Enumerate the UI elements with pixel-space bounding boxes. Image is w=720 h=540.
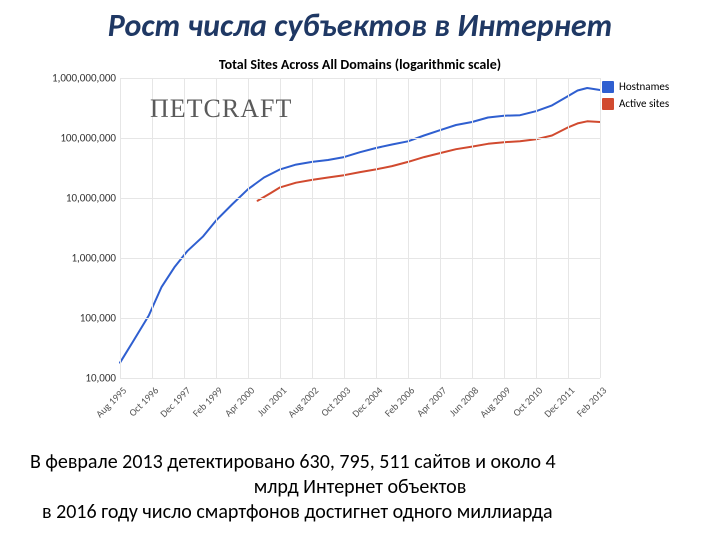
grid-line — [120, 378, 600, 379]
grid-line — [120, 198, 600, 199]
legend-label: Hostnames — [619, 80, 669, 93]
grid-line — [568, 78, 569, 378]
x-tick-label: Dec 1997 — [157, 384, 193, 420]
x-tick-label: Oct 2010 — [510, 384, 545, 419]
x-tick-label: Jun 2001 — [254, 384, 289, 419]
grid-line — [472, 78, 473, 378]
y-tick-label: 10,000 — [44, 372, 116, 385]
caption-line2: млрд Интернет объектов — [30, 475, 690, 500]
x-tick-label: Aug 2009 — [477, 384, 513, 420]
x-tick-label: Dec 2004 — [349, 384, 385, 420]
y-tick-label: 1,000,000 — [44, 252, 116, 265]
legend-label: Active sites — [619, 97, 669, 110]
netcraft-watermark: ΠETCRAFT — [150, 90, 300, 128]
x-tick-label: Feb 2006 — [382, 384, 418, 420]
grid-line — [120, 258, 600, 259]
grid-line — [120, 138, 600, 139]
grid-line — [440, 78, 441, 378]
x-tick-label: Oct 1996 — [126, 384, 161, 419]
legend-swatch-active — [602, 98, 614, 110]
slide: Рост числа субъектов в Интернет Total Si… — [0, 0, 720, 540]
grid-line — [376, 78, 377, 378]
grid-line — [536, 78, 537, 378]
x-tick-label: Apr 2000 — [222, 384, 257, 419]
chart-title: Total Sites Across All Domains (logarith… — [40, 56, 680, 73]
chart: Total Sites Across All Domains (logarith… — [40, 56, 680, 426]
y-tick-label: 100,000,000 — [44, 132, 116, 145]
y-tick-label: 1,000,000,000 — [44, 72, 116, 85]
legend: Hostnames Active sites — [602, 80, 680, 114]
page-title: Рост числа субъектов в Интернет — [0, 6, 720, 45]
grid-line — [120, 78, 121, 378]
x-tick-label: Feb 2013 — [574, 384, 610, 420]
x-tick-label: Aug 2002 — [285, 384, 321, 420]
grid-line — [120, 318, 600, 319]
caption-line3: в 2016 году число смартфонов достигнет о… — [30, 500, 690, 525]
legend-item: Active sites — [602, 97, 680, 110]
y-tick-label: 100,000 — [44, 312, 116, 325]
x-tick-label: Jun 2008 — [446, 384, 481, 419]
grid-line — [120, 78, 600, 79]
x-tick-label: Feb 1999 — [190, 384, 226, 420]
y-tick-label: 10,000,000 — [44, 192, 116, 205]
grid-line — [408, 78, 409, 378]
caption-line1: В феврале 2013 детектировано 630, 795, 5… — [30, 450, 690, 475]
x-tick-label: Apr 2007 — [414, 384, 449, 419]
grid-line — [504, 78, 505, 378]
legend-swatch-hostnames — [602, 81, 614, 93]
legend-item: Hostnames — [602, 80, 680, 93]
watermark-text: ΠETCRAFT — [150, 94, 292, 124]
grid-line — [312, 78, 313, 378]
grid-line — [600, 78, 601, 378]
x-tick-label: Oct 2003 — [318, 384, 353, 419]
caption: В феврале 2013 детектировано 630, 795, 5… — [30, 450, 690, 525]
x-tick-label: Dec 2011 — [541, 384, 577, 420]
series-line — [120, 88, 600, 363]
x-tick-label: Aug 1995 — [93, 384, 129, 420]
grid-line — [344, 78, 345, 378]
